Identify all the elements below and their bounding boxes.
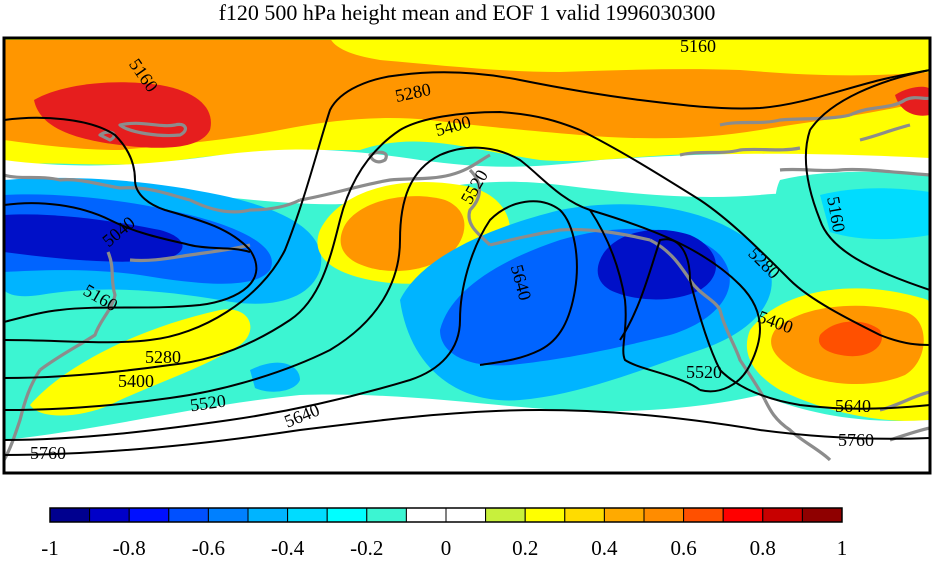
colorbar-swatch: [207, 507, 249, 523]
colorbar-swatch: [801, 507, 843, 523]
contour-label: 5760: [838, 430, 874, 450]
colorbar-tick-label: 0.4: [591, 536, 618, 560]
north-white-band: [4, 149, 930, 205]
contour-5160-west: [4, 116, 258, 323]
map-title: f120 500 hPa height mean and EOF 1 valid…: [218, 0, 716, 25]
colorbar-tick-label: -0.4: [270, 536, 305, 560]
colorbar-tick-label: 0.6: [670, 536, 697, 560]
colorbar-swatch: [485, 507, 526, 523]
south-light-blue: [250, 362, 300, 392]
colorbar-swatch: [128, 507, 170, 523]
height-contours: [4, 69, 930, 456]
contour-label: 5160: [680, 36, 716, 56]
colorbar-swatch: [722, 507, 764, 523]
colorbar-tick-label: -1: [41, 536, 59, 560]
north-yellow-top: [330, 38, 930, 76]
colorbar-swatch: [366, 507, 407, 523]
contour-5760: [4, 408, 930, 456]
contour-ring-5520-east: [589, 209, 701, 391]
colorbar: [49, 507, 843, 523]
se-red: [818, 321, 882, 357]
contour-5040: [4, 202, 251, 253]
colorbar-swatch: [287, 507, 328, 523]
nw-red-core: [34, 82, 211, 148]
contour-5640-east: [619, 238, 930, 410]
colorbar-swatch: [564, 507, 605, 523]
colorbar-tick-label: 0.8: [749, 536, 776, 560]
colorbar-swatch: [524, 507, 566, 523]
contour-5160-ne: [804, 69, 930, 291]
ne-red-core: [895, 86, 930, 116]
colorbar-swatch: [643, 507, 685, 523]
contour-5400-ring: [579, 129, 930, 346]
colorbar-border: [49, 507, 843, 523]
colorbar-tick-label: -0.6: [191, 536, 226, 560]
colorbar-swatch: [445, 507, 487, 523]
contour-label: 5280: [145, 347, 181, 367]
colorbar-swatch: [683, 507, 724, 523]
contour-label: 5760: [30, 443, 66, 463]
colorbar-tick-label: 1: [836, 536, 848, 560]
colorbar-tick-label: -0.2: [350, 536, 384, 560]
central-orange: [340, 196, 465, 272]
sw-yellow: [30, 309, 251, 416]
contour-label: 5400: [118, 371, 154, 391]
contour-5520: [4, 146, 761, 411]
colorbar-swatch: [247, 507, 289, 523]
contour-label: 5640: [835, 396, 871, 416]
colorbar-swatch: [405, 507, 447, 523]
colorbar-swatch: [168, 507, 209, 523]
colorbar-swatch: [762, 507, 803, 523]
contour-5400: [4, 110, 581, 379]
eof-shading: [4, 38, 930, 473]
contour-label: 5520: [189, 391, 227, 416]
east-cyan-band: [820, 188, 930, 240]
coastlines: [4, 96, 930, 462]
contour-label: 5520: [686, 362, 722, 382]
colorbar-swatch: [89, 507, 130, 523]
colorbar-tick-label: -0.8: [112, 536, 146, 560]
contour-5640: [4, 200, 578, 441]
map-frame: [2, 36, 932, 475]
colorbar-tick-label: 0: [440, 536, 452, 560]
contour-5280: [4, 69, 930, 344]
south-white-band: [4, 394, 930, 473]
colorbar-swatch: [326, 507, 368, 523]
colorbar-swatch: [49, 507, 91, 523]
colorbar-tick-label: 0.2: [512, 536, 539, 560]
colorbar-swatch: [603, 507, 645, 523]
west-dark-blue: [4, 214, 183, 262]
